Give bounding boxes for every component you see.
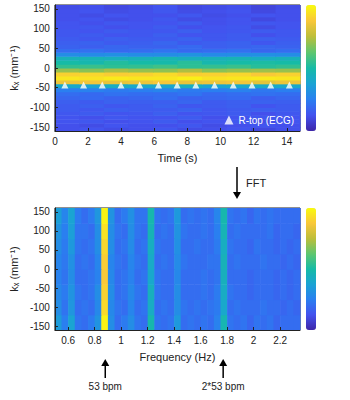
svg-text:53 bpm: 53 bpm: [89, 381, 122, 392]
svg-text:-50: -50: [35, 82, 50, 93]
svg-text:2.2: 2.2: [273, 335, 287, 346]
svg-text:50: 50: [39, 43, 51, 54]
svg-text:14: 14: [281, 136, 293, 147]
svg-text:1.2: 1.2: [141, 335, 155, 346]
svg-text:50: 50: [39, 244, 51, 255]
svg-text:0.6: 0.6: [61, 335, 75, 346]
svg-text:-100: -100: [30, 302, 50, 313]
svg-text:12: 12: [248, 136, 260, 147]
svg-text:R-top (ECG): R-top (ECG): [238, 115, 294, 126]
svg-text:1.6: 1.6: [194, 335, 208, 346]
svg-text:6: 6: [151, 136, 157, 147]
svg-text:2: 2: [85, 136, 91, 147]
svg-text:Time (s): Time (s): [157, 152, 197, 164]
svg-text:0: 0: [44, 63, 50, 74]
svg-text:FFT: FFT: [246, 177, 266, 189]
svg-text:150: 150: [33, 3, 50, 14]
svg-text:4: 4: [118, 136, 124, 147]
svg-text:100: 100: [33, 225, 50, 236]
svg-text:-150: -150: [30, 321, 50, 332]
svg-text:0: 0: [52, 136, 58, 147]
svg-text:0: 0: [44, 264, 50, 275]
svg-text:-100: -100: [30, 102, 50, 113]
svg-text:kₓ (mm⁻¹): kₓ (mm⁻¹): [8, 45, 20, 90]
svg-text:1.8: 1.8: [220, 335, 234, 346]
svg-text:1: 1: [118, 335, 124, 346]
svg-text:-150: -150: [30, 122, 50, 133]
svg-text:0.8: 0.8: [88, 335, 102, 346]
svg-text:10: 10: [215, 136, 227, 147]
svg-text:150: 150: [33, 206, 50, 217]
svg-text:-50: -50: [35, 283, 50, 294]
svg-text:kₓ (mm⁻¹): kₓ (mm⁻¹): [8, 246, 20, 291]
svg-text:100: 100: [33, 23, 50, 34]
svg-text:8: 8: [185, 136, 191, 147]
svg-text:2: 2: [251, 335, 257, 346]
svg-text:1.4: 1.4: [167, 335, 181, 346]
svg-text:Frequency (Hz): Frequency (Hz): [140, 351, 216, 363]
svg-text:2*53 bpm: 2*53 bpm: [202, 381, 245, 392]
